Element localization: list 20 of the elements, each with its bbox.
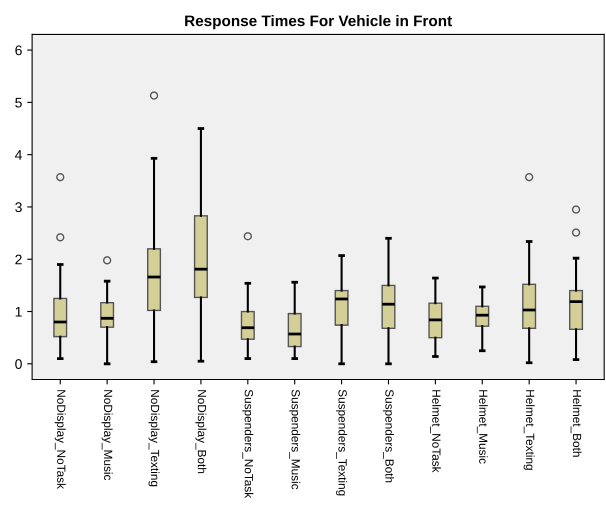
x-tick-label: Suspenders_Texting [336, 390, 348, 496]
x-tick-label: NoDisplay_Texting [148, 390, 160, 486]
y-tick-label: 4 [14, 150, 22, 160]
x-tick-label: NoDisplay_NoTask [54, 390, 66, 489]
x-tick-label: NoDisplay_Both [195, 390, 206, 474]
x-tick-label: NoDisplay_Music [102, 390, 113, 480]
x-tick-label: Suspenders_NoTask [242, 390, 254, 498]
x-tick-label: Helmet_Both [570, 390, 582, 457]
chart-title: Response Times For Vehicle in Front [185, 15, 452, 30]
x-tick-label: Helmet_NoTask [430, 390, 441, 473]
x-tick-label: Suspenders_Music [289, 390, 300, 490]
y-tick-label: 3 [15, 202, 22, 212]
y-tick-label: 2 [15, 254, 22, 264]
y-tick-label: 5 [15, 98, 22, 108]
x-tick-label: Helmet_Texting [524, 390, 535, 470]
x-tick-label: Suspenders_Both [382, 390, 394, 482]
y-tick-label: 6 [15, 45, 22, 56]
x-tick-label: Helmet_Music [476, 390, 488, 464]
y-tick-label: 0 [15, 359, 22, 369]
y-tick-label: 1 [16, 307, 22, 317]
